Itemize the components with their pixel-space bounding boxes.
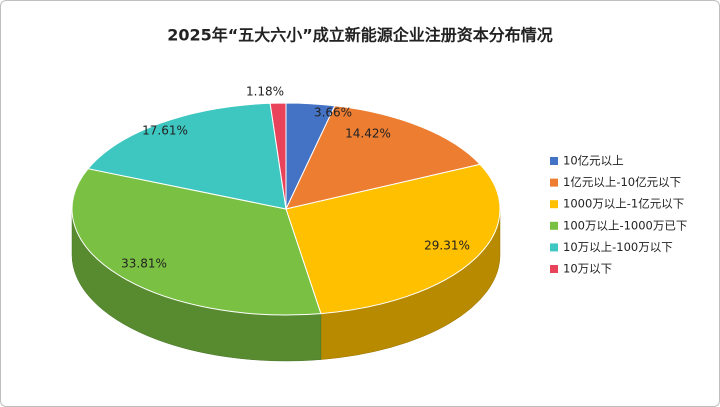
legend-swatch (550, 265, 558, 273)
labels: 3.66% 14.42% 29.31% 33.81% 17.61% 1.18% (121, 85, 470, 271)
data-label: 1.18% (246, 85, 284, 99)
data-label: 33.81% (121, 257, 167, 271)
pie-slice (87, 102, 287, 210)
pie-slice (285, 105, 482, 210)
data-label: 17.61% (142, 124, 188, 138)
legend-label: 1000万以上-1亿元以下 (563, 197, 684, 211)
pie-slice (269, 102, 287, 210)
legend-label: 100万以上-1000万已下 (563, 218, 687, 232)
chart-title: 2025年“五大六小”成立新能源企业注册资本分布情况 (167, 26, 553, 45)
pie-slice (71, 168, 322, 316)
legend-swatch (550, 178, 558, 187)
legend-swatch (550, 221, 558, 230)
data-label: 3.66% (314, 106, 352, 120)
data-label: 29.31% (424, 239, 470, 253)
legend-swatch (550, 157, 558, 165)
legend-label: 10万以下 (563, 262, 612, 276)
legend-label: 10亿元以上 (563, 154, 624, 168)
legend-swatch (550, 243, 558, 252)
pie-tops (71, 102, 501, 316)
legend-label: 10万以上-100万以下 (563, 240, 673, 254)
legend-swatch (550, 200, 558, 209)
data-label: 14.42% (345, 127, 391, 141)
pie-slice (285, 163, 501, 315)
legend: 10亿元以上 1亿元以上-10亿元以下 1000万以上-1亿元以下 100万以上-10… (550, 154, 687, 276)
legend-label: 1亿元以上-10亿元以下 (563, 175, 681, 189)
